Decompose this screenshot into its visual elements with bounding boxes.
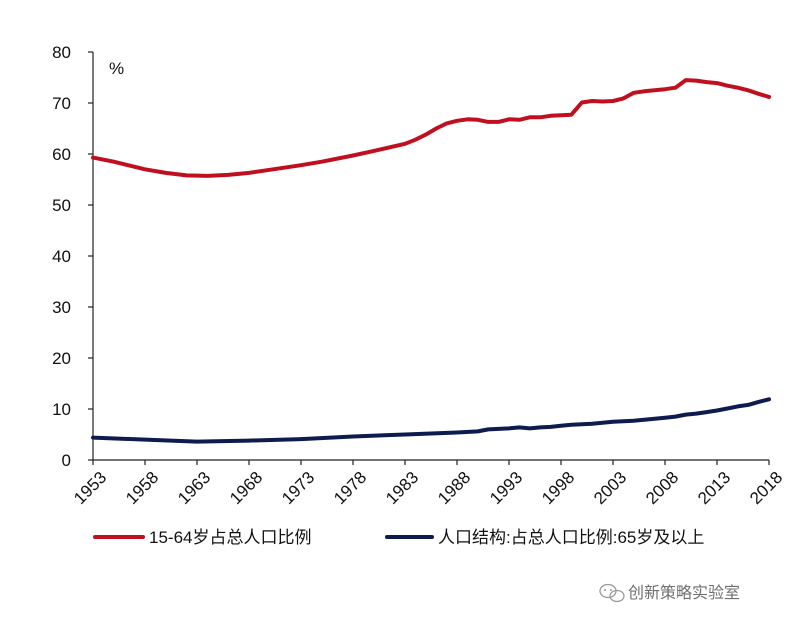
y-unit-label: % [109, 59, 124, 78]
y-tick-label: 30 [52, 298, 71, 317]
legend-label-elderly: 人口结构:占总人口比例:65岁及以上 [438, 528, 704, 547]
wechat-icon [599, 583, 625, 603]
axes-group [92, 52, 769, 461]
x-tick-label: 1998 [538, 468, 578, 508]
x-tick-label: 1963 [174, 468, 214, 508]
y-tick-group: 0 10 20 30 40 50 60 70 80 [52, 43, 93, 470]
x-tick-group: 1953 1958 1963 1968 1973 1978 1983 1988 1993 1998… [70, 460, 786, 508]
x-tick-label: 1993 [486, 468, 526, 508]
x-tick-label: 2013 [694, 468, 734, 508]
legend-label-working-age: 15-64岁占总人口比例 [149, 528, 311, 547]
y-tick-label: 70 [52, 94, 71, 113]
y-tick-label: 10 [52, 400, 71, 419]
x-tick-label: 2008 [642, 468, 682, 508]
legend: 15-64岁占总人口比例 人口结构:占总人口比例:65岁及以上 [93, 528, 704, 547]
y-tick-label: 40 [52, 247, 71, 266]
series-group [91, 78, 771, 444]
x-tick-label: 1983 [382, 468, 422, 508]
series-line-elderly [91, 397, 771, 444]
x-tick-label: 1973 [278, 468, 318, 508]
watermark: 创新策略实验室 [599, 583, 740, 603]
x-tick-label: 1968 [226, 468, 266, 508]
y-tick-label: 50 [52, 196, 71, 215]
y-tick-label: 80 [52, 43, 71, 62]
watermark-text: 创新策略实验室 [628, 583, 740, 602]
x-tick-label: 1988 [434, 468, 474, 508]
x-tick-label: 1953 [70, 468, 110, 508]
x-tick-label: 1978 [330, 468, 370, 508]
x-tick-label: 2018 [746, 468, 786, 508]
x-tick-label: 1958 [122, 468, 162, 508]
y-tick-label: 60 [52, 145, 71, 164]
y-tick-label: 0 [62, 451, 71, 470]
series-line-working-age [91, 78, 771, 178]
x-tick-label: 2003 [590, 468, 630, 508]
y-tick-label: 20 [52, 349, 71, 368]
